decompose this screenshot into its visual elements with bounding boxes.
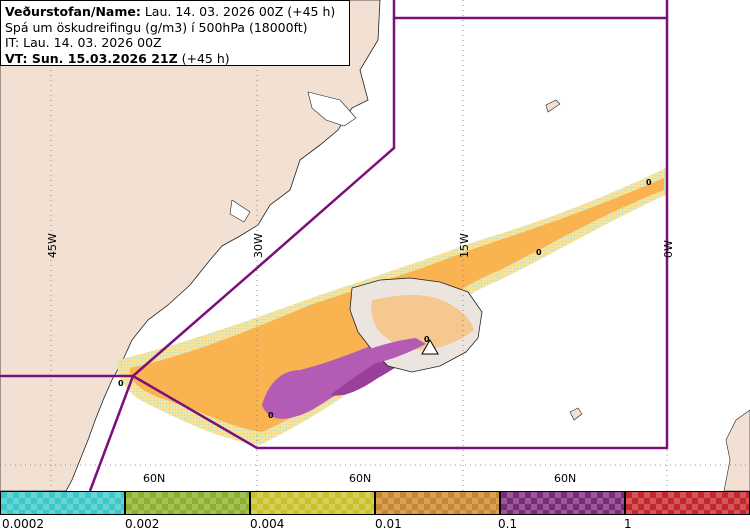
lon-label-15w: 15W (458, 233, 471, 258)
contour-label: 0 (646, 178, 652, 187)
contour-label: 0 (536, 248, 542, 257)
legend-label: 1 (624, 517, 632, 531)
legend-block-3 (250, 491, 375, 515)
legend-block-2 (125, 491, 250, 515)
greenland-land (0, 0, 381, 492)
lon-label-0w: 0W (662, 240, 675, 258)
legend-label: 0.1 (498, 517, 518, 531)
lon-label-30w: 30W (252, 233, 265, 258)
lat-label: 60N (143, 472, 165, 485)
header-line-1: Veðurstofan/Name: Lau. 14. 03. 2026 00Z … (5, 4, 336, 19)
contour-label: 0 (118, 379, 124, 388)
color-legend: 0.0002 0.002 0.004 0.01 0.1 1 (0, 491, 750, 532)
header-line-3: IT: Lau. 14. 03. 2026 00Z (5, 35, 162, 50)
forecast-info-box: Veðurstofan/Name: Lau. 14. 03. 2026 00Z … (0, 0, 350, 66)
legend-label: 0.01 (375, 517, 402, 531)
lat-label: 60N (554, 472, 576, 485)
legend-block-4 (375, 491, 500, 515)
legend-block-1 (0, 491, 125, 515)
contour-label: 0 (268, 411, 274, 420)
legend-label: 0.004 (250, 517, 285, 531)
legend-label: 0.002 (125, 517, 160, 531)
legend-block-5 (500, 491, 625, 515)
lon-label-45w: 45W (46, 233, 59, 258)
legend-block-6 (625, 491, 750, 515)
volcano-icon (421, 338, 439, 355)
header-line-4: VT: Sun. 15.03.2026 21Z (+45 h) (5, 50, 230, 66)
contour-label: 0 (424, 335, 430, 344)
lat-label: 60N (349, 472, 371, 485)
header-line-2: Spá um öskudreifingu (g/m3) í 500hPa (18… (5, 19, 308, 35)
legend-label: 0.0002 (2, 517, 44, 531)
